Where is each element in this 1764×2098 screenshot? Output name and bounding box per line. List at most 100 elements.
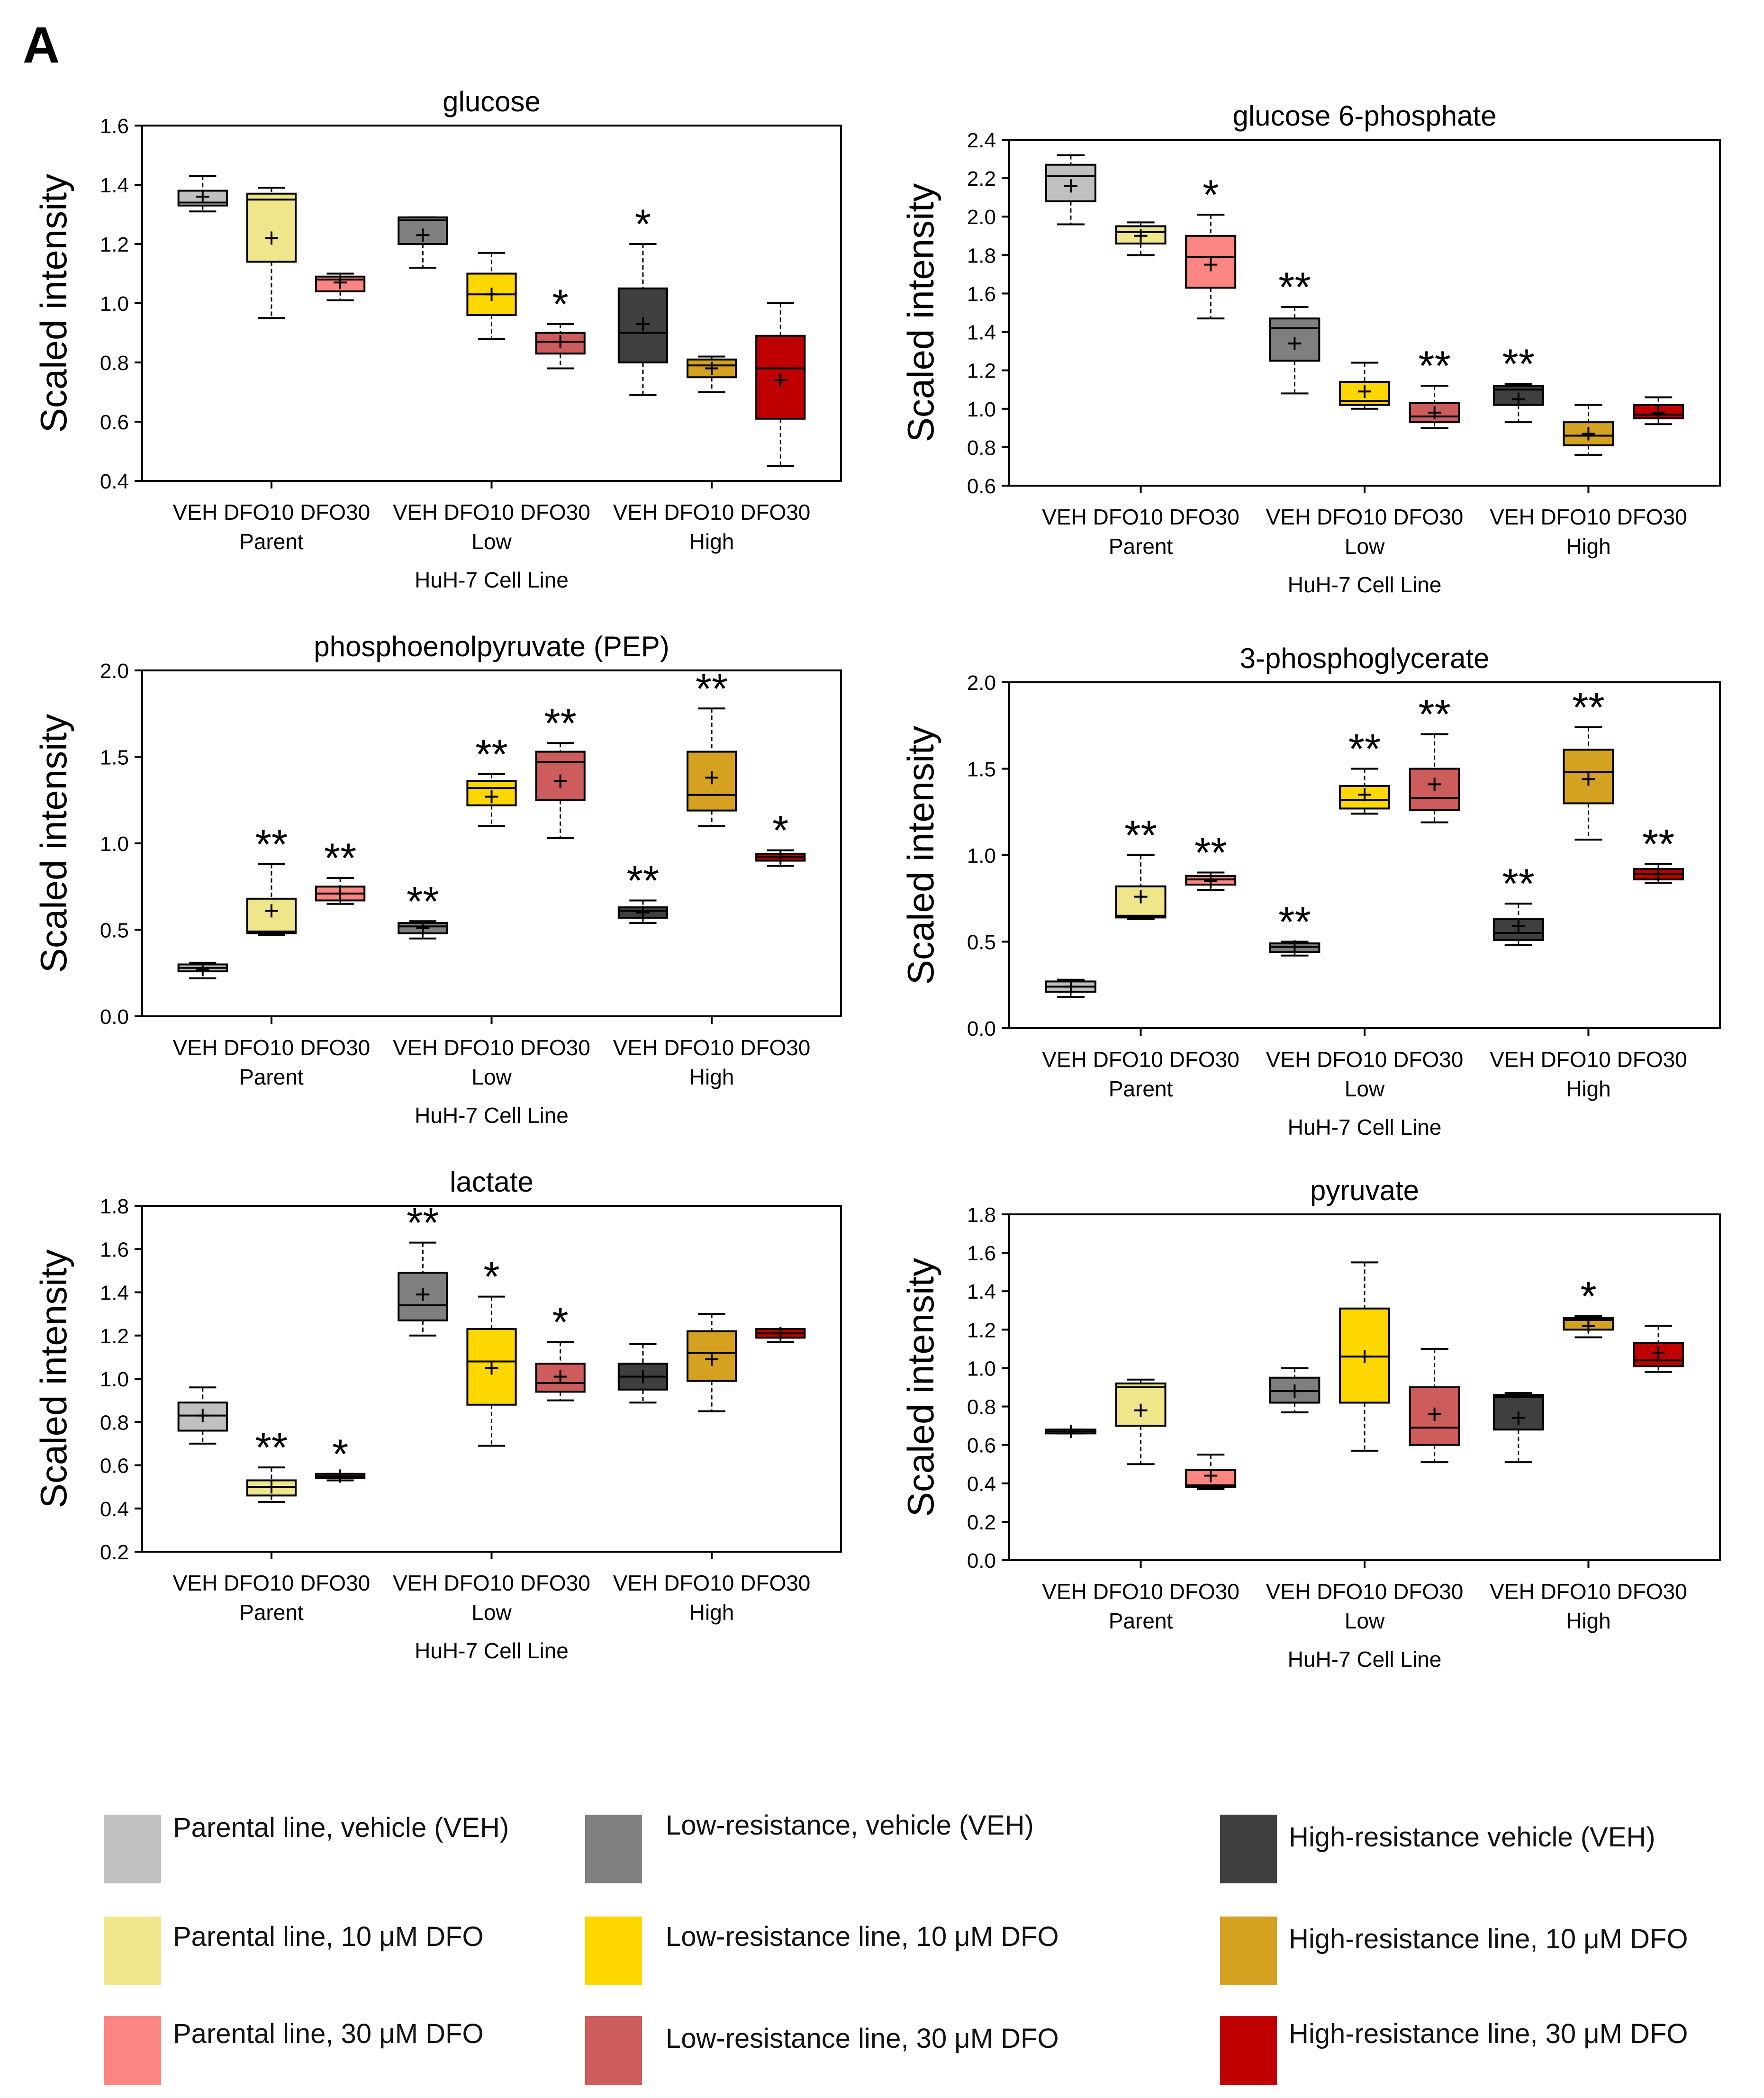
x-axis-label: HuH-7 Cell Line (1288, 1115, 1442, 1139)
group-label: Parent (1109, 1076, 1173, 1101)
box-high_dfo10: ** (686, 665, 737, 827)
y-tick-label: 2.2 (967, 167, 996, 190)
significance-label: ** (475, 731, 508, 778)
group-label: Low (471, 1600, 512, 1625)
chart-4: 3-phosphoglycerate 0.0 0.5 1.0 1.5 2.0 Scaled … (900, 642, 1721, 1139)
y-tick-label: 1.5 (967, 758, 996, 781)
significance-label: ** (1278, 898, 1311, 945)
x-axis-label: HuH-7 Cell Line (1288, 572, 1442, 597)
y-tick-label: 0.8 (100, 352, 129, 375)
significance-label: ** (324, 834, 357, 881)
box-high_veh: * (617, 200, 668, 396)
y-tick-label: 0.6 (967, 475, 996, 498)
box-parent_dfo30: * (1185, 171, 1237, 320)
group-label: High (1566, 1076, 1611, 1101)
legend-swatch (1220, 2016, 1277, 2085)
chart-5: lactate 0.2 0.4 0.6 0.8 1.0 1.2 1.4 1.6 1.8 Scaled… (33, 1166, 842, 1663)
y-tick-label: 1.5 (100, 746, 129, 769)
box-parent_dfo30: ** (1185, 829, 1237, 891)
y-tick-label: 0.8 (100, 1411, 129, 1434)
legend-label: Low-resistance line, 10 μM DFO (666, 1921, 1059, 1952)
box-low_dfo10 (466, 252, 517, 340)
significance-label: * (772, 807, 788, 854)
box-low_dfo10 (1339, 362, 1390, 410)
box-high_dfo30: * (755, 807, 806, 867)
y-tick-label: 0.2 (100, 1541, 129, 1564)
chart-title: glucose (443, 86, 541, 118)
box-parent_dfo10 (1115, 1378, 1167, 1465)
box-parent_dfo10: ** (246, 1424, 297, 1503)
box-low_veh: ** (398, 1199, 448, 1337)
box-body (246, 192, 297, 263)
legend-label: Low-resistance, vehicle (VEH) (666, 1810, 1034, 1841)
legend-swatch (1220, 1815, 1277, 1883)
significance-label: ** (1502, 340, 1535, 387)
significance-label: * (552, 1298, 569, 1345)
x-tick-label: VEH DFO10 DFO30 (613, 500, 811, 524)
significance-label: ** (1124, 812, 1157, 859)
box-high_veh (617, 1343, 668, 1404)
box-parent_dfo30 (1185, 1453, 1237, 1490)
y-tick-label: 0.5 (100, 919, 129, 942)
box-body (1563, 749, 1614, 805)
chart-title: phosphoenolpyruvate (PEP) (314, 631, 669, 662)
box-parent_dfo10: ** (246, 821, 297, 936)
group-label: High (1566, 1609, 1611, 1633)
group-label: Low (1345, 1076, 1385, 1101)
legend-swatch (585, 1917, 642, 1985)
y-tick-label: 1.4 (100, 174, 129, 197)
group-label: Parent (1109, 534, 1173, 559)
y-tick-label: 2.0 (967, 671, 996, 695)
box-high_dfo10 (1563, 404, 1614, 456)
legend-item-parent_dfo10: Parental line, 10 μM DFO (104, 1917, 484, 1985)
legend-item-parent_dfo30: Parental line, 30 μM DFO (104, 2016, 484, 2085)
y-tick-label: 0.0 (967, 1549, 996, 1573)
y-tick-label: 0.4 (100, 470, 129, 493)
y-axis-label: Scaled intensity (900, 183, 941, 442)
y-tick-label: 1.0 (967, 844, 996, 868)
legend-swatch (585, 1815, 642, 1883)
x-tick-label: VEH DFO10 DFO30 (1490, 1579, 1687, 1604)
box-low_dfo10 (1339, 1261, 1390, 1452)
box-high_dfo30 (1633, 396, 1684, 425)
legend-item-parent_veh: Parental line, vehicle (VEH) (104, 1812, 509, 1883)
group-label: Low (471, 1065, 512, 1089)
y-tick-label: 1.8 (100, 1195, 129, 1218)
y-tick-label: 1.4 (967, 1280, 996, 1303)
x-axis-label: HuH-7 Cell Line (415, 1638, 569, 1663)
legend-label: Parental line, 30 μM DFO (173, 2018, 484, 2049)
group-label: Parent (1109, 1609, 1173, 1633)
chart-1: glucose 0.4 0.6 0.8 1.0 1.2 1.4 1.6 Scaled inten… (33, 86, 842, 592)
box-low_veh (398, 216, 448, 269)
group-label: High (689, 1600, 734, 1625)
x-tick-label: VEH DFO10 DFO30 (1266, 1579, 1464, 1604)
significance-label: ** (544, 699, 577, 746)
y-tick-label: 2.4 (967, 129, 996, 152)
x-tick-label: VEH DFO10 DFO30 (1042, 1047, 1239, 1072)
box-high_dfo10 (686, 355, 737, 393)
chart-title: pyruvate (1310, 1175, 1419, 1206)
group-label: High (689, 1065, 734, 1089)
y-tick-label: 1.2 (967, 1319, 996, 1342)
y-tick-label: 1.2 (100, 233, 129, 256)
box-body (686, 1330, 737, 1382)
x-tick-label: VEH DFO10 DFO30 (1042, 1579, 1239, 1604)
box-parent_veh (177, 1386, 228, 1445)
chart-title: lactate (450, 1166, 534, 1198)
x-tick-label: VEH DFO10 DFO30 (393, 1035, 590, 1060)
legend: Parental line, vehicle (VEH) Low-resistan… (104, 1810, 1688, 2085)
group-label: Low (1345, 1609, 1385, 1633)
x-tick-label: VEH DFO10 DFO30 (1490, 1047, 1687, 1072)
significance-label: ** (1418, 342, 1451, 389)
significance-label: ** (255, 1424, 288, 1471)
y-axis-label: Scaled intensity (33, 714, 74, 973)
box-low_dfo10: ** (466, 731, 517, 827)
box-low_dfo30 (1409, 1347, 1460, 1464)
significance-label: ** (696, 665, 728, 712)
significance-label: * (1203, 171, 1219, 218)
significance-label: ** (1348, 725, 1381, 772)
box-parent_veh (1045, 978, 1096, 998)
legend-item-low_dfo30: Low-resistance line, 30 μM DFO (585, 2016, 1059, 2085)
y-tick-label: 0.8 (967, 436, 996, 460)
